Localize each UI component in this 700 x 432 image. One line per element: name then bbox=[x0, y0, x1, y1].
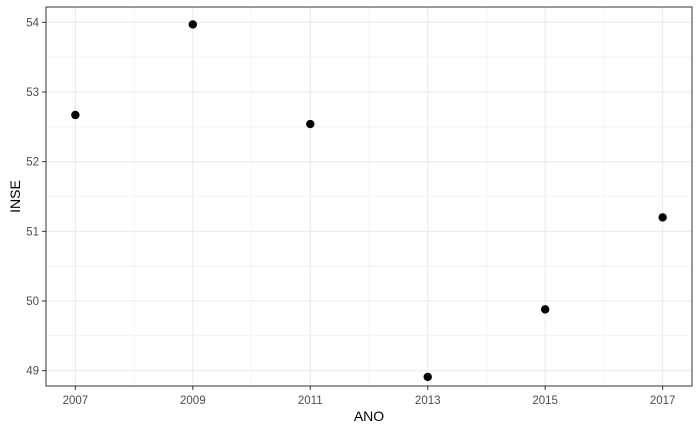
major-gridlines bbox=[46, 7, 692, 386]
data-point bbox=[188, 20, 198, 29]
plot-panel-border bbox=[45, 6, 693, 387]
y-tick-label: 49 bbox=[26, 366, 39, 378]
x-tick-label: 2015 bbox=[532, 395, 558, 407]
data-point bbox=[658, 213, 667, 222]
y-tick-label: 51 bbox=[26, 226, 39, 238]
y-axis-title: INSE bbox=[7, 180, 23, 213]
x-tick-label: 2011 bbox=[298, 395, 323, 407]
y-tick-label: 53 bbox=[26, 87, 39, 99]
data-points bbox=[71, 20, 667, 382]
data-point bbox=[71, 110, 80, 120]
data-point bbox=[540, 305, 550, 314]
x-axis-title: ANO bbox=[354, 408, 384, 424]
x-axis-ticks: 2007 2009 2011 2013 2015 2017 bbox=[63, 386, 676, 407]
data-point bbox=[423, 372, 432, 382]
minor-gridlines bbox=[46, 7, 692, 386]
y-tick-label: 54 bbox=[26, 17, 39, 29]
x-tick-label: 2007 bbox=[63, 395, 89, 407]
x-tick-label: 2017 bbox=[650, 395, 676, 407]
x-tick-label: 2013 bbox=[415, 395, 441, 407]
y-tick-label: 52 bbox=[26, 157, 39, 169]
x-tick-label: 2009 bbox=[180, 395, 206, 407]
data-point bbox=[306, 119, 315, 129]
y-tick-label: 50 bbox=[26, 296, 39, 308]
y-axis-ticks: 49 50 51 52 53 54 bbox=[26, 17, 46, 378]
